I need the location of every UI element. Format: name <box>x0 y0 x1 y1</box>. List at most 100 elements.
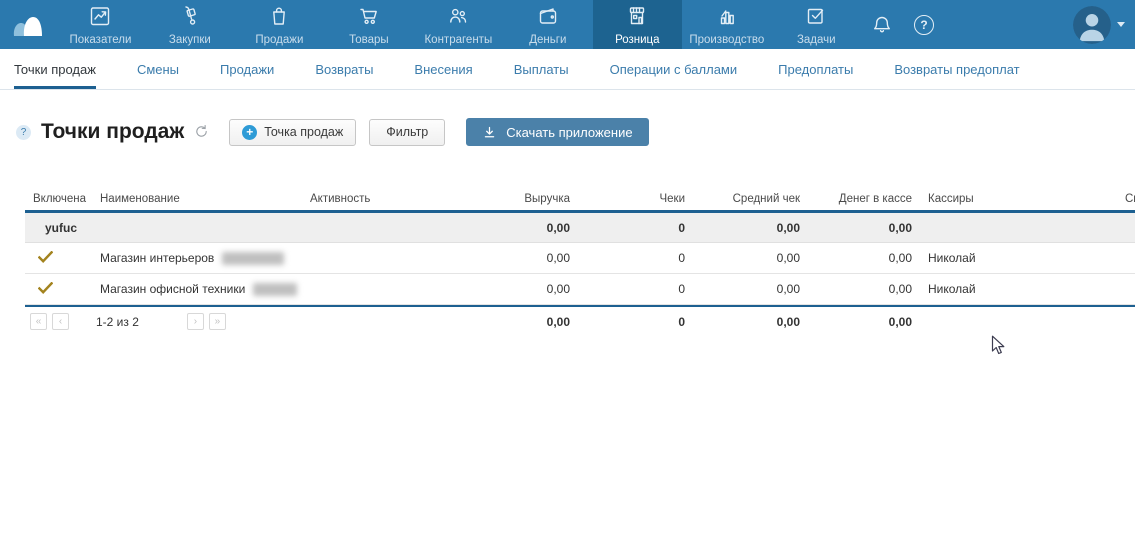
col-header-enabled: Включена <box>25 193 100 205</box>
tab-shifts[interactable]: Смены <box>137 49 179 89</box>
pagination-label: 1-2 из 2 <box>96 315 139 329</box>
refresh-button[interactable] <box>194 124 209 144</box>
pagination-next-button[interactable]: › <box>187 313 204 330</box>
plus-icon: + <box>242 125 257 140</box>
pos-name-cell[interactable]: Магазин офисной техники <box>100 282 310 296</box>
page-help-icon[interactable]: ? <box>16 125 31 140</box>
redacted-text <box>253 283 297 296</box>
tab-returns[interactable]: Возвраты <box>315 49 373 89</box>
enabled-check-icon <box>38 282 53 294</box>
points-of-sale-table: Включена Наименование Активность Выручка… <box>25 187 1135 336</box>
shopping-cart-icon <box>357 4 381 33</box>
brand-logo[interactable] <box>0 0 56 49</box>
table-header-row: Включена Наименование Активность Выручка… <box>25 187 1135 213</box>
group-name: yufuc <box>25 221 310 235</box>
user-avatar-icon <box>1073 6 1111 44</box>
nav-item-label: Продажи <box>255 34 303 47</box>
add-point-of-sale-button[interactable]: + Точка продаж <box>229 119 356 146</box>
col-header-truncated: Си <box>1097 193 1135 205</box>
table-row[interactable]: Магазин интерьеров 0,00 0 0,00 0,00 Нико… <box>25 243 1135 274</box>
shopping-bag-icon <box>267 4 291 33</box>
pos-name-cell[interactable]: Магазин интерьеров <box>100 251 310 265</box>
download-app-button[interactable]: Скачать приложение <box>466 118 648 146</box>
group-checks: 0 <box>570 221 685 235</box>
hand-truck-icon <box>178 4 202 33</box>
add-button-label: Точка продаж <box>264 125 343 139</box>
wallet-icon <box>536 4 560 33</box>
avatar[interactable] <box>1073 6 1111 44</box>
revenue-cell: 0,00 <box>480 251 570 265</box>
nav-item-tasks[interactable]: Задачи <box>772 0 861 49</box>
help-button[interactable]: ? <box>903 15 945 35</box>
top-navigation: Показатели Закупки Продажи Товары Контра… <box>0 0 1135 49</box>
help-icon: ? <box>914 15 934 35</box>
download-button-label: Скачать приложение <box>506 125 632 140</box>
enabled-check-icon <box>38 251 53 263</box>
total-checks: 0 <box>570 315 685 329</box>
bar-chart-icon <box>715 4 739 33</box>
nav-item-purchases[interactable]: Закупки <box>145 0 234 49</box>
col-header-cash: Денег в кассе <box>800 193 912 205</box>
enabled-cell <box>25 282 100 297</box>
tab-deposits[interactable]: Внесения <box>414 49 472 89</box>
notifications-button[interactable] <box>861 13 903 37</box>
pagination: « ‹ 1-2 из 2 › » <box>25 313 480 330</box>
caret-down-icon[interactable] <box>1117 22 1125 27</box>
nav-item-label: Деньги <box>529 34 566 47</box>
nav-item-label: Показатели <box>69 34 131 47</box>
total-avg-check: 0,00 <box>685 315 800 329</box>
pagination-first-button[interactable]: « <box>30 313 47 330</box>
pagination-last-button[interactable]: » <box>209 313 226 330</box>
tab-payouts[interactable]: Выплаты <box>514 49 569 89</box>
bell-icon <box>870 13 894 37</box>
col-header-name: Наименование <box>100 193 310 205</box>
pos-name: Магазин офисной техники <box>100 282 245 296</box>
table-row[interactable]: Магазин офисной техники 0,00 0 0,00 0,00… <box>25 274 1135 305</box>
table-footer-row: « ‹ 1-2 из 2 › » 0,00 0 0,00 0,00 <box>25 305 1135 336</box>
avg-check-cell: 0,00 <box>685 251 800 265</box>
pos-name: Магазин интерьеров <box>100 251 214 265</box>
filter-button[interactable]: Фильтр <box>369 119 445 146</box>
group-revenue: 0,00 <box>480 221 570 235</box>
cash-cell: 0,00 <box>800 251 912 265</box>
page-header: ? Точки продаж + Точка продаж Фильтр Ска… <box>0 90 1135 147</box>
mouse-cursor <box>991 335 1006 356</box>
checks-cell: 0 <box>570 251 685 265</box>
filter-button-label: Фильтр <box>386 125 428 139</box>
top-nav-right: ? <box>861 0 1135 49</box>
group-row[interactable]: yufuc 0,00 0 0,00 0,00 <box>25 213 1135 243</box>
revenue-cell: 0,00 <box>480 282 570 296</box>
nav-item-label: Розница <box>615 34 659 47</box>
nav-item-label: Закупки <box>169 34 211 47</box>
download-icon <box>482 125 497 140</box>
redacted-text <box>222 252 284 265</box>
storefront-icon <box>625 4 649 33</box>
pagination-prev-button[interactable]: ‹ <box>52 313 69 330</box>
nav-item-label: Товары <box>349 34 389 47</box>
nav-item-goods[interactable]: Товары <box>324 0 413 49</box>
tab-points-operations[interactable]: Операции с баллами <box>610 49 738 89</box>
col-header-cashiers: Кассиры <box>912 193 1097 205</box>
col-header-avg-check: Средний чек <box>685 193 800 205</box>
tab-prepayment-returns[interactable]: Возвраты предоплат <box>894 49 1019 89</box>
refresh-icon <box>194 124 209 139</box>
nav-item-sales[interactable]: Продажи <box>235 0 324 49</box>
nav-item-retail[interactable]: Розница <box>593 0 682 49</box>
nav-item-label: Производство <box>689 34 764 47</box>
cashiers-cell: Николай <box>912 282 1097 296</box>
cash-cell: 0,00 <box>800 282 912 296</box>
nav-item-indicators[interactable]: Показатели <box>56 0 145 49</box>
tab-prepayments[interactable]: Предоплаты <box>778 49 853 89</box>
people-icon <box>446 4 470 33</box>
nav-item-counterparties[interactable]: Контрагенты <box>414 0 503 49</box>
enabled-cell <box>25 251 100 266</box>
section-tabs: Точки продаж Смены Продажи Возвраты Внес… <box>0 49 1135 90</box>
nav-item-label: Контрагенты <box>424 34 492 47</box>
tab-sales[interactable]: Продажи <box>220 49 274 89</box>
nav-item-label: Задачи <box>797 34 836 47</box>
total-cash: 0,00 <box>800 315 912 329</box>
nav-item-money[interactable]: Деньги <box>503 0 592 49</box>
tab-points-of-sale[interactable]: Точки продаж <box>14 49 96 89</box>
group-cash: 0,00 <box>800 221 912 235</box>
nav-item-production[interactable]: Производство <box>682 0 771 49</box>
